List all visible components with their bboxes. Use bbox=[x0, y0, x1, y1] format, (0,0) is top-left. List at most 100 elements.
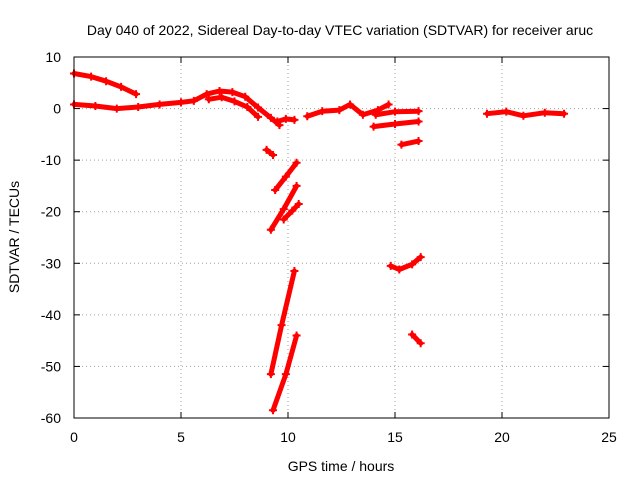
data-point bbox=[269, 150, 278, 159]
data-point bbox=[560, 109, 569, 118]
data-point bbox=[318, 107, 327, 116]
data-point bbox=[288, 206, 297, 215]
data-point bbox=[408, 330, 417, 339]
data-point bbox=[281, 114, 290, 123]
data-point bbox=[266, 225, 275, 234]
data-point bbox=[519, 111, 528, 120]
data-point bbox=[262, 145, 271, 154]
data-point bbox=[254, 103, 263, 112]
data-point bbox=[117, 82, 126, 91]
chart-title: Day 040 of 2022, Sidereal Day-to-day VTE… bbox=[87, 22, 593, 38]
series-track-8 bbox=[266, 181, 301, 234]
data-point bbox=[294, 199, 303, 208]
series-track-2 bbox=[70, 98, 185, 113]
y-tick-label: -30 bbox=[41, 255, 61, 271]
x-tick-label: 20 bbox=[494, 429, 510, 445]
data-point bbox=[217, 93, 226, 102]
data-point bbox=[271, 186, 280, 195]
data-point bbox=[134, 103, 143, 112]
series-track-7 bbox=[271, 158, 301, 195]
data-point bbox=[369, 122, 378, 131]
y-tick-label: -20 bbox=[41, 204, 61, 220]
data-point bbox=[189, 96, 198, 105]
data-point bbox=[483, 109, 492, 118]
data-point bbox=[254, 112, 263, 121]
series-track-4 bbox=[204, 93, 263, 121]
x-tick-label: 0 bbox=[70, 429, 78, 445]
data-point bbox=[346, 100, 355, 109]
data-point bbox=[290, 115, 299, 124]
data-point bbox=[112, 104, 121, 113]
series-path bbox=[71, 99, 184, 112]
y-tick-label: -50 bbox=[41, 358, 61, 374]
data-point bbox=[281, 370, 290, 379]
x-tick-label: 10 bbox=[280, 429, 296, 445]
y-axis-label: SDTVAR / TECUs bbox=[6, 181, 22, 293]
series-track-5 bbox=[273, 114, 299, 126]
data-point bbox=[386, 261, 395, 270]
data-point bbox=[414, 107, 423, 116]
data-point bbox=[416, 339, 425, 348]
data-point bbox=[292, 181, 301, 190]
data-point bbox=[228, 88, 237, 97]
series-track-3 bbox=[177, 87, 284, 130]
data-point bbox=[540, 108, 549, 117]
data-point bbox=[303, 112, 312, 121]
data-point bbox=[202, 90, 211, 99]
data-point bbox=[395, 265, 404, 274]
series-path bbox=[71, 71, 139, 97]
data-point bbox=[397, 140, 406, 149]
series-track-10 bbox=[266, 267, 299, 379]
data-marks bbox=[70, 69, 569, 415]
series-track-15 bbox=[397, 137, 423, 149]
data-point bbox=[102, 77, 111, 86]
series-path bbox=[409, 332, 424, 346]
y-tick-label: 10 bbox=[45, 49, 61, 65]
series-track-12 bbox=[303, 100, 393, 121]
y-tick-label: 0 bbox=[53, 101, 61, 117]
data-point bbox=[155, 100, 164, 109]
data-point bbox=[243, 103, 252, 112]
data-point bbox=[215, 87, 224, 96]
data-point bbox=[335, 106, 344, 115]
data-point bbox=[132, 90, 141, 99]
x-tick-label: 15 bbox=[387, 429, 403, 445]
data-point bbox=[391, 120, 399, 129]
y-tick-label: -40 bbox=[41, 307, 61, 323]
series-track-11 bbox=[269, 331, 301, 415]
data-point bbox=[91, 101, 100, 110]
plot-frame bbox=[73, 56, 610, 419]
data-point bbox=[279, 205, 288, 214]
series-track-6 bbox=[262, 145, 278, 159]
series-path bbox=[178, 88, 282, 128]
axis-ticks: 0 5 10 15 20 25 10 0 -10 -20 -30 -40 -50 -60 bbox=[41, 49, 617, 445]
series-track-18 bbox=[483, 107, 569, 120]
series-track-1 bbox=[70, 69, 141, 99]
data-point bbox=[384, 100, 393, 109]
data-point bbox=[358, 110, 367, 119]
data-point bbox=[277, 321, 286, 330]
series-track-16 bbox=[386, 253, 425, 274]
data-point bbox=[391, 107, 399, 116]
data-point bbox=[87, 72, 96, 81]
data-point bbox=[290, 267, 299, 276]
x-tick-label: 25 bbox=[601, 429, 617, 445]
series-track-9 bbox=[279, 199, 303, 224]
series-track-14 bbox=[369, 117, 423, 131]
data-point bbox=[414, 137, 423, 146]
x-axis-label: GPS time / hours bbox=[288, 458, 395, 474]
series-track-17 bbox=[408, 330, 425, 348]
data-point bbox=[502, 107, 511, 116]
data-point bbox=[292, 331, 301, 340]
x-tick-label: 5 bbox=[177, 429, 185, 445]
data-point bbox=[281, 172, 290, 181]
data-point bbox=[241, 92, 250, 101]
data-point bbox=[292, 158, 301, 167]
series-path bbox=[388, 254, 424, 272]
data-point bbox=[273, 117, 282, 126]
data-point bbox=[177, 98, 185, 107]
data-point bbox=[279, 215, 288, 224]
data-point bbox=[266, 370, 275, 379]
data-point bbox=[204, 95, 213, 104]
